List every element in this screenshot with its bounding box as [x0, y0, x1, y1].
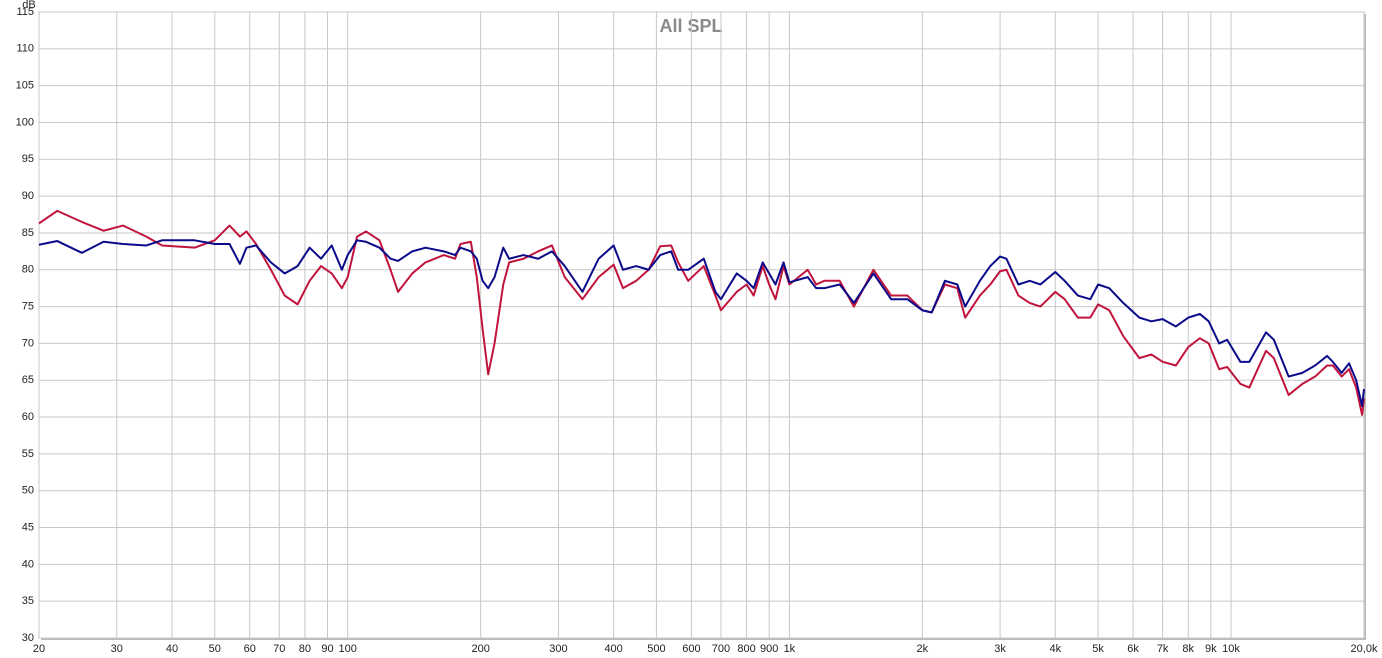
- x-tick-label: 40: [166, 643, 178, 655]
- y-tick-label: 90: [22, 190, 34, 202]
- y-tick-label: 85: [22, 227, 34, 239]
- x-tick-label: 300: [549, 643, 567, 655]
- x-tick-label: 400: [604, 643, 622, 655]
- series-line: [38, 239, 1365, 408]
- y-tick-label: 75: [22, 300, 34, 312]
- y-tick-label: 40: [22, 558, 34, 570]
- series-line: [38, 209, 1365, 416]
- x-tick-label: 500: [647, 643, 665, 655]
- y-tick-label: 55: [22, 448, 34, 460]
- x-tick-label: 80: [299, 643, 311, 655]
- plot-area: [38, 11, 1365, 639]
- x-tick-label: 1k: [784, 643, 796, 655]
- x-tick-label: 90: [321, 643, 333, 655]
- x-tick-label: 10k: [1222, 643, 1240, 655]
- x-tick-label: 60: [244, 643, 256, 655]
- y-tick-label: 80: [22, 264, 34, 276]
- x-tick-label: 7k: [1157, 643, 1169, 655]
- x-tick-label: 6k: [1127, 643, 1139, 655]
- y-tick-label: 65: [22, 374, 34, 386]
- x-tick-label: 9k: [1205, 643, 1217, 655]
- y-tick-label: 60: [22, 411, 34, 423]
- x-tick-label: 4k: [1049, 643, 1061, 655]
- x-tick-label: 100: [339, 643, 357, 655]
- x-tick-label: 20,0k: [1351, 643, 1378, 655]
- x-tick-label: 2k: [917, 643, 929, 655]
- x-tick-label: 70: [273, 643, 285, 655]
- y-tick-label: 30: [22, 632, 34, 644]
- x-tick-label: 30: [111, 643, 123, 655]
- y-axis-label: dB: [22, 0, 35, 11]
- x-tick-label: 800: [737, 643, 755, 655]
- y-tick-label: 105: [16, 80, 34, 92]
- y-tick-label: 50: [22, 485, 34, 497]
- x-tick-label: 700: [712, 643, 730, 655]
- x-tick-label: 3k: [994, 643, 1006, 655]
- x-tick-label: 600: [682, 643, 700, 655]
- y-tick-label: 115: [16, 6, 34, 18]
- x-tick-label: 50: [209, 643, 221, 655]
- y-tick-label: 100: [16, 116, 34, 128]
- y-tick-label: 70: [22, 337, 34, 349]
- x-tick-label: 200: [471, 643, 489, 655]
- y-tick-label: 35: [22, 595, 34, 607]
- y-tick-label: 95: [22, 153, 34, 165]
- y-tick-label: 45: [22, 521, 34, 533]
- y-tick-label: 110: [16, 43, 34, 55]
- x-tick-label: 900: [760, 643, 778, 655]
- x-tick-label: 20: [33, 643, 45, 655]
- x-tick-label: 5k: [1092, 643, 1104, 655]
- x-tick-label: 8k: [1182, 643, 1194, 655]
